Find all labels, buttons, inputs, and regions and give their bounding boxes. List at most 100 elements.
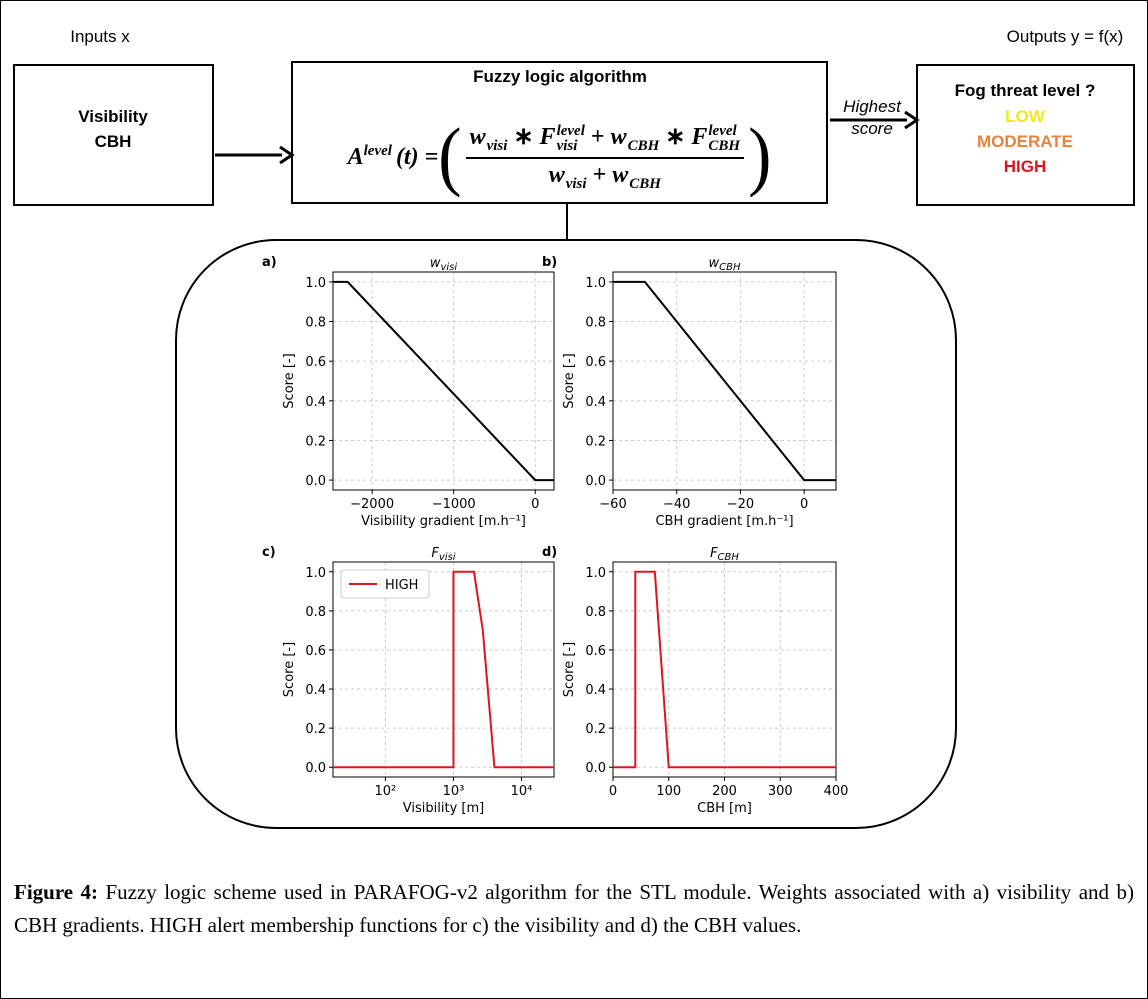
title-subscript: CBH [719, 262, 741, 273]
formula-rest: (t) = [395, 144, 439, 170]
outputs-label: Outputs y = f(x) [1007, 27, 1124, 46]
y-tick-label: 0.8 [585, 316, 606, 331]
legend-box [340, 569, 430, 599]
y-tick-label: 0.6 [305, 644, 326, 659]
symbol: A [347, 144, 364, 170]
x-tick-label: −60 [599, 497, 626, 512]
inputs-label: Inputs x [70, 27, 130, 46]
operator: + [590, 124, 605, 151]
x-tick-label: 0 [800, 497, 808, 512]
operator: ∗ [665, 124, 686, 151]
plot-frame [612, 561, 837, 778]
y-tick-label: 0.6 [305, 355, 326, 370]
caption: Figure 4: Fuzzy logic scheme used in PAR… [14, 876, 1134, 942]
term: w visi [548, 162, 587, 191]
paren: ) [748, 114, 772, 199]
data-line [333, 570, 554, 769]
term: w CBH [612, 162, 661, 191]
superscript: level [708, 122, 737, 139]
x-tick-label: −40 [663, 497, 690, 512]
y-tick-label: 0.2 [305, 722, 326, 737]
x-tick-label: 10³ [443, 784, 465, 799]
y-tick-label: 0.0 [305, 474, 326, 489]
term: w visi [470, 124, 508, 153]
x-tick-label: 10⁴ [511, 784, 533, 799]
chart-title: wCBH [708, 256, 740, 273]
superscript: level [556, 122, 585, 139]
panel-label: d) [542, 545, 557, 560]
y-tick-label: 0.2 [585, 722, 606, 737]
chart-title: wvisi [430, 256, 458, 273]
input: Visibility [78, 107, 148, 126]
plot-frame [332, 271, 555, 491]
y-tick-label: 0.6 [585, 644, 606, 659]
x-tick-label: 200 [712, 784, 737, 799]
y-tick-label: 0.6 [585, 355, 606, 370]
panel-label: b) [542, 255, 557, 270]
legend-label: HIGH [385, 578, 418, 593]
x-axis-label: Visibility gradient [m.h⁻¹] [361, 514, 526, 529]
y-tick-label: 1.0 [305, 566, 326, 581]
y-axis-label: Score [-] [282, 642, 297, 697]
plot-frame [612, 271, 837, 491]
outputs-box [916, 64, 1135, 206]
caption-label: Figure 4: [14, 880, 99, 904]
title-subscript: CBH [718, 552, 740, 563]
x-tick-label: 10² [375, 784, 397, 799]
x-tick-label: 0 [609, 784, 617, 799]
y-tick-label: 0.8 [305, 316, 326, 331]
title-symbol: F [431, 546, 439, 561]
x-tick-label: −1000 [432, 497, 476, 512]
data-line [333, 280, 554, 482]
scripts: visi [566, 162, 587, 192]
x-axis-label: CBH gradient [m.h⁻¹] [655, 514, 793, 529]
y-tick-label: 0.2 [305, 434, 326, 449]
y-tick-label: 1.0 [585, 566, 606, 581]
title-symbol: w [430, 256, 441, 271]
denominator: w visi + w CBH [545, 159, 665, 192]
input: CBH [95, 132, 132, 151]
x-axis-label: Visibility [m] [403, 801, 484, 816]
y-tick-label: 0.2 [585, 434, 606, 449]
y-tick-label: 0.4 [585, 395, 606, 410]
formula-lhs: Alevel (t) = [348, 143, 439, 171]
symbol: w [612, 162, 629, 189]
subscript: CBH [627, 137, 660, 154]
x-tick-label: −20 [727, 497, 754, 512]
plot-frame [332, 561, 555, 778]
algorithm-title: Fuzzy logic algorithm [473, 67, 647, 86]
y-tick-label: 0.4 [305, 683, 326, 698]
title-subscript: visi [440, 262, 457, 273]
panel-label: c) [262, 545, 276, 560]
data-line [613, 570, 836, 769]
y-tick-label: 0.8 [305, 605, 326, 620]
scripts: level visi [556, 122, 585, 154]
title-symbol: F [710, 546, 718, 561]
threat-level: HIGH [1004, 157, 1047, 176]
x-axis-label: CBH [m] [697, 801, 752, 816]
arrow-label: score [851, 119, 893, 138]
superscript [629, 162, 661, 177]
term: w CBH [611, 124, 660, 153]
x-tick-label: −2000 [350, 497, 394, 512]
operator: ∗ [513, 124, 534, 151]
x-tick-label: 400 [824, 784, 849, 799]
scripts: CBH [628, 124, 660, 154]
paren: ( [438, 114, 462, 199]
superscript: level [363, 143, 392, 159]
panel-label: a) [262, 255, 277, 270]
subscript: visi [486, 137, 508, 154]
symbol: F [539, 124, 556, 151]
y-tick-label: 0.0 [585, 761, 606, 776]
symbol: w [548, 162, 565, 189]
y-tick-label: 0.0 [585, 474, 606, 489]
title-subscript: visi [439, 552, 456, 563]
y-axis-label: Score [-] [562, 353, 577, 408]
scripts: level CBH [708, 122, 740, 154]
algorithm-box [291, 61, 828, 204]
